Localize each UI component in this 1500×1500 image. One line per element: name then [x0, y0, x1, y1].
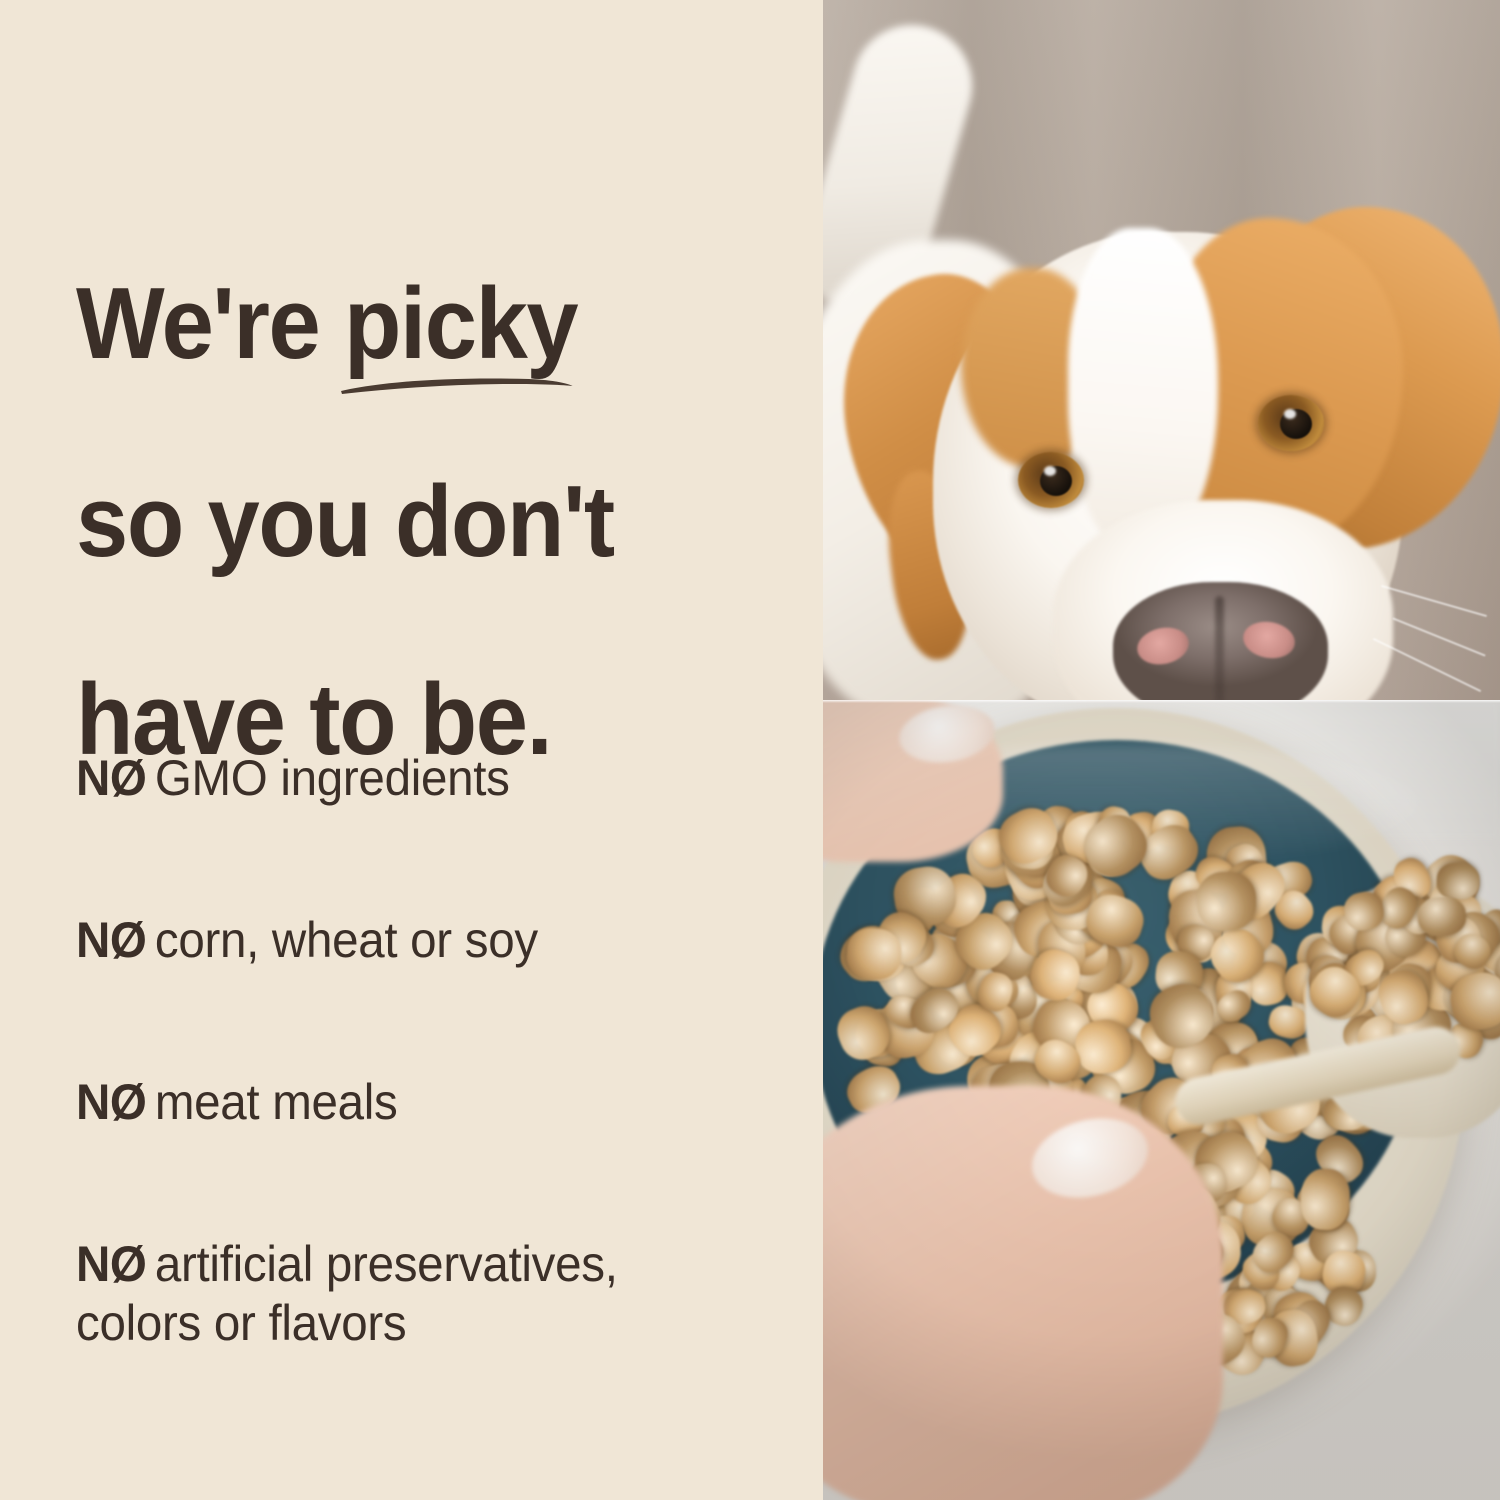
dog-nose-split — [1215, 596, 1224, 712]
dog-eye-glint-right — [1284, 409, 1296, 419]
copy-panel: We're picky so you don't have to be. NØ G… — [76, 176, 806, 1353]
claim-text: GMO ingredients — [154, 750, 510, 806]
dog-eye-right — [1258, 395, 1324, 451]
photo-vignette — [823, 700, 1500, 1500]
dog-eye-left — [1018, 452, 1084, 508]
dog-eye-glint-left — [1044, 466, 1056, 476]
headline-line-2: so you don't — [76, 465, 615, 578]
claim-prefix-no: NØ — [76, 1236, 147, 1292]
claim-item-artificial-additives: NØ artificial preservatives, colors or fl… — [76, 1176, 770, 1353]
page-title: We're picky so you don't have to be. — [76, 176, 746, 869]
kibble-bowl-photo — [823, 700, 1500, 1500]
claim-text: corn, wheat or soy — [154, 912, 538, 968]
claim-item-corn-wheat-soy: NØ corn, wheat or soy — [76, 852, 770, 970]
headline-line-3: have to be. — [76, 663, 553, 776]
headline-emphasis-picky: picky — [341, 273, 579, 394]
headline-emphasis-word: picky — [344, 267, 579, 380]
headline-line-1: We're picky — [76, 273, 746, 394]
photo-seam — [823, 700, 1500, 703]
claim-text: meat meals — [154, 1074, 398, 1130]
claim-prefix-no: NØ — [76, 912, 147, 968]
claim-prefix-no: NØ — [76, 750, 147, 806]
claim-item-meat-meals: NØ meat meals — [76, 1014, 770, 1132]
claims-list: NØ GMO ingredients NØ corn, wheat or soy N… — [76, 690, 806, 1353]
photo-column — [823, 0, 1500, 1500]
dog-whisker — [1380, 584, 1488, 618]
claim-prefix-no: NØ — [76, 1074, 147, 1130]
claim-text: artificial preservatives, colors or flav… — [76, 1236, 618, 1351]
dog-portrait-photo — [823, 0, 1500, 712]
hand-holding-bowl — [823, 1086, 1223, 1500]
claim-item-gmo: NØ GMO ingredients — [76, 690, 770, 808]
dog-whisker — [1392, 617, 1486, 657]
headline-line-1-prefix: We're — [76, 267, 345, 380]
